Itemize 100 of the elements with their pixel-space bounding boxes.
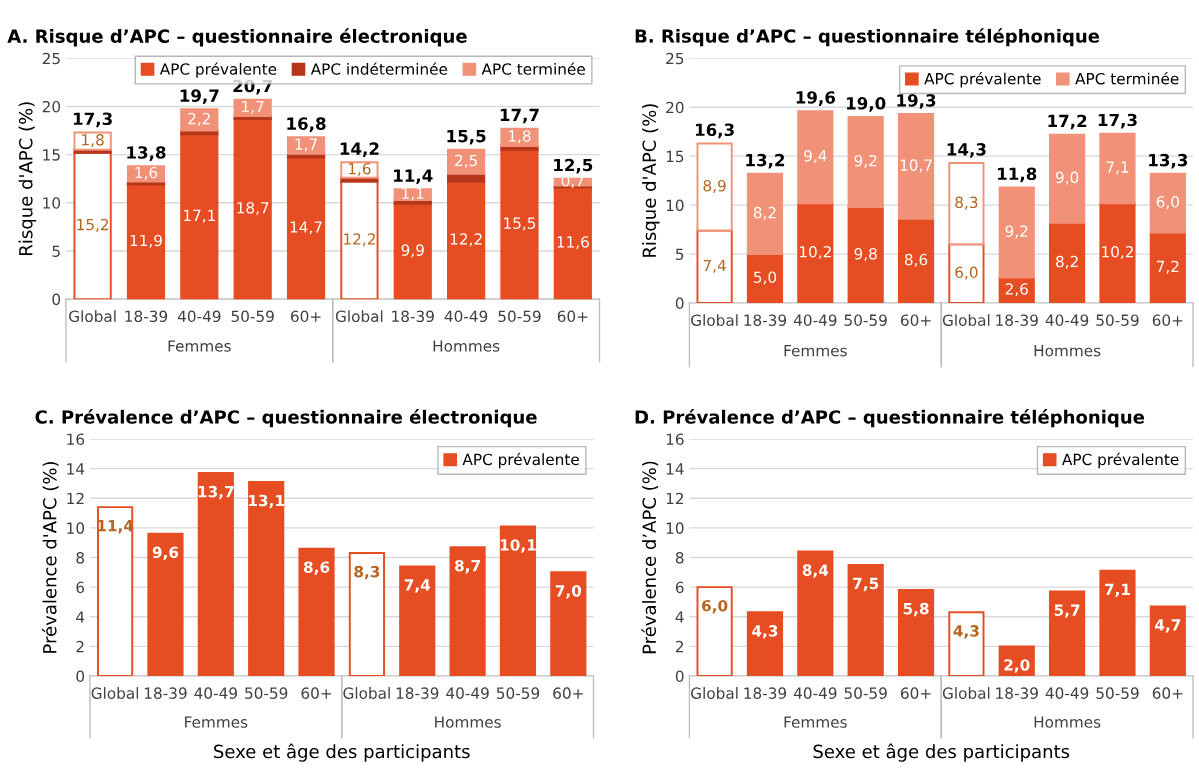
- y-axis-title: Risque d'APC (%): [642, 104, 660, 257]
- chart-title: C. Prévalence d’APC – questionnaire électronique: [35, 409, 537, 428]
- data-label: 10,7: [900, 159, 932, 173]
- total-label: 14,3: [947, 143, 986, 158]
- x-tick-label: 60+: [900, 314, 931, 326]
- data-label: 4,3: [953, 625, 979, 639]
- total-label: 17,3: [73, 112, 112, 128]
- total-label: 15,5: [447, 130, 486, 145]
- y-tick-label: 2: [76, 640, 84, 653]
- data-label: 12,2: [344, 233, 375, 247]
- data-label: 12,2: [450, 233, 482, 247]
- x-tick-label: 50-59: [498, 310, 541, 323]
- data-label: 7,4: [404, 579, 431, 593]
- total-label: 19,7: [180, 89, 219, 105]
- data-label: 10,1: [500, 539, 536, 553]
- x-tick-label: Global: [942, 687, 990, 699]
- x-tick-label: 18-39: [125, 310, 168, 323]
- y-tick-label: 0: [675, 297, 684, 310]
- total-label: 13,8: [127, 146, 166, 161]
- total-label: 19,6: [796, 91, 835, 106]
- data-label: 8,6: [303, 561, 330, 575]
- text: Femmes: [784, 345, 847, 357]
- y-tick-label: 16: [666, 433, 684, 446]
- x-tick-label: 50-59: [844, 314, 887, 326]
- y-tick-label: 5: [52, 245, 60, 257]
- x-tick-label: 40-49: [444, 310, 488, 323]
- y-tick-label: 8: [76, 551, 85, 564]
- data-label: 8,4: [802, 564, 829, 578]
- y-tick-label: 25: [666, 52, 684, 65]
- total-label: 11,4: [394, 169, 433, 185]
- total-label: 17,3: [1098, 113, 1137, 129]
- total-label: 11,8: [998, 167, 1037, 183]
- total-label: 17,7: [500, 108, 539, 124]
- x-tick-label: 40-49: [446, 687, 489, 699]
- y-tick-label: 0: [675, 670, 684, 683]
- data-label: 7,1: [1106, 161, 1129, 175]
- y-tick-label: 14: [666, 463, 684, 475]
- data-label: 14,7: [290, 221, 322, 235]
- x-tick-label: 60+: [557, 310, 588, 323]
- y-tick-label: 0: [52, 293, 61, 306]
- legend-label: APC prévalente: [462, 452, 579, 469]
- data-label: 1,6: [135, 166, 158, 180]
- data-label: 9,2: [1005, 225, 1028, 239]
- legend-label: APC prévalente: [924, 72, 1041, 88]
- y-tick-label: 6: [675, 581, 684, 594]
- data-label: 1,6: [348, 162, 371, 177]
- y-tick-label: 15: [666, 150, 684, 163]
- y-axis-title: Prévalence d’APC (%): [641, 461, 659, 654]
- y-tick-label: 20: [42, 100, 61, 113]
- y-tick-label: 4: [675, 611, 684, 623]
- y-tick-label: 10: [67, 522, 85, 534]
- data-label: 1,1: [402, 187, 424, 201]
- total-label: 13,3: [1149, 153, 1188, 169]
- data-label: 7,0: [555, 585, 582, 599]
- legend-label: APC terminée: [481, 62, 585, 75]
- data-label: 8,3: [354, 565, 380, 580]
- data-label: 18,7: [237, 201, 269, 216]
- x-tick-label: 60+: [1152, 687, 1183, 699]
- total-label: 14,2: [340, 142, 379, 158]
- x-tick-label: 18-39: [744, 314, 787, 326]
- data-label: 8,9: [703, 179, 726, 194]
- x-tick-label: 60+: [1152, 314, 1183, 326]
- data-label: 7,5: [853, 577, 879, 592]
- y-axis-title: Prévalence d'APC (%): [41, 462, 59, 653]
- y-tick-label: 8: [675, 551, 684, 564]
- data-label: 5,7: [1054, 604, 1080, 618]
- x-tick-label: 18-39: [392, 310, 434, 323]
- y-tick-label: 14: [67, 463, 85, 475]
- data-label: 1,8: [509, 130, 531, 144]
- data-label: 15,5: [504, 217, 536, 231]
- y-tick-label: 10: [666, 199, 684, 212]
- data-label: 9,8: [854, 247, 877, 262]
- data-label: 9,0: [1055, 171, 1079, 185]
- data-label: 9,6: [152, 546, 179, 561]
- y-tick-label: 2: [675, 640, 684, 653]
- x-tick-label: Global: [343, 687, 390, 699]
- x-tick-label: 40-49: [1045, 687, 1089, 699]
- data-label: 6,0: [955, 266, 978, 280]
- total-label: 17,2: [1048, 114, 1087, 130]
- x-tick-label: 60+: [301, 687, 332, 699]
- text: Hommes: [433, 340, 500, 352]
- chart-title: A. Risque d’APC – questionnaire électronique: [7, 28, 467, 47]
- x-tick-label: 50-59: [245, 687, 288, 699]
- total-label: 20,7: [233, 79, 272, 95]
- data-label: 6,0: [1156, 196, 1179, 210]
- y-tick-label: 16: [67, 433, 85, 446]
- data-label: 11,6: [557, 236, 589, 250]
- x-tick-label: 18-39: [396, 687, 439, 699]
- y-tick-label: 15: [43, 149, 60, 161]
- x-tick-label: 60+: [900, 687, 931, 699]
- data-label: 4,3: [752, 625, 778, 639]
- y-tick-label: 20: [666, 101, 684, 114]
- legend-label: APC indéterminée: [310, 62, 448, 75]
- legend-label: APC prévalente: [1062, 452, 1179, 469]
- data-label: 1,7: [242, 100, 264, 114]
- data-label: 9,9: [401, 244, 424, 258]
- y-tick-label: 0: [76, 670, 85, 683]
- y-tick-label: 12: [67, 492, 84, 505]
- data-label: 8,2: [1056, 255, 1078, 269]
- data-label: 5,8: [903, 602, 929, 617]
